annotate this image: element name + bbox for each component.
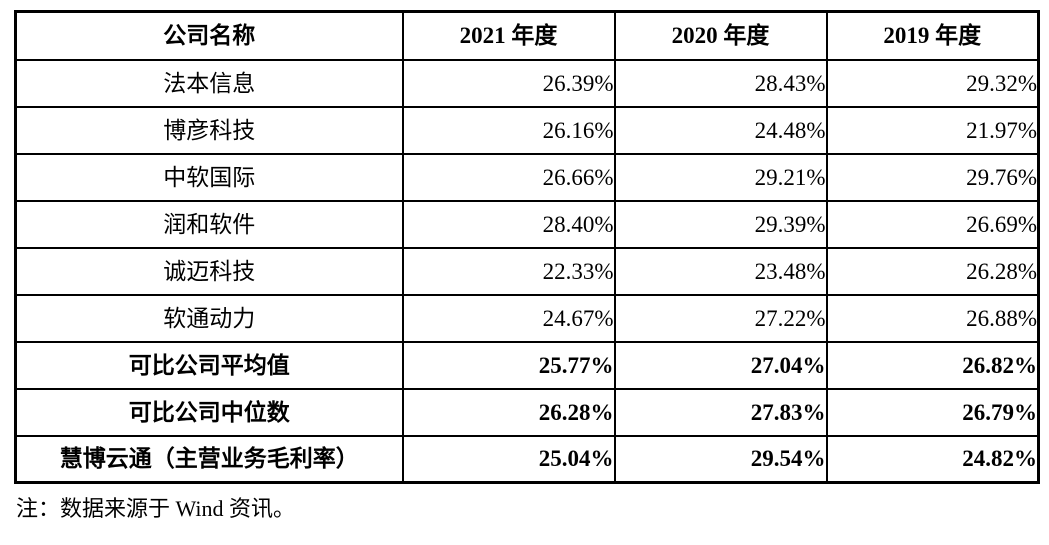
value-cell-y2019: 26.79% [825, 387, 1040, 437]
value-cell-y2019: 26.28% [825, 246, 1040, 296]
value-cell-y2020: 29.54% [613, 434, 828, 484]
company-name-cell: 润和软件 [14, 199, 404, 249]
value-cell-y2020: 29.39% [613, 199, 828, 249]
table-row: 可比公司平均值 25.77% 27.04% 26.82% [14, 340, 1040, 390]
value-cell-y2019: 24.82% [825, 434, 1040, 484]
value-cell-y2021: 25.77% [401, 340, 616, 390]
company-name-cell: 可比公司平均值 [14, 340, 404, 390]
company-name-cell: 软通动力 [14, 293, 404, 343]
gross-margin-comparison-table: 公司名称 2021 年度 2020 年度 2019 年度 法本信息 26.39% 28.4… [14, 10, 1040, 484]
company-name-cell: 法本信息 [14, 58, 404, 108]
value-cell-y2021: 26.39% [401, 58, 616, 108]
table-row: 慧博云通（主营业务毛利率） 25.04% 29.54% 24.82% [14, 434, 1040, 484]
value-cell-y2020: 27.04% [613, 340, 828, 390]
column-header-company: 公司名称 [14, 10, 404, 61]
column-header-y2020: 2020 年度 [613, 10, 828, 61]
value-cell-y2020: 28.43% [613, 58, 828, 108]
table-body: 法本信息 26.39% 28.43% 29.32% 博彦科技 26.16% 24.48% 21… [14, 58, 1040, 484]
value-cell-y2020: 27.22% [613, 293, 828, 343]
table-row: 润和软件 28.40% 29.39% 26.69% [14, 199, 1040, 249]
company-name-cell: 慧博云通（主营业务毛利率） [14, 434, 404, 484]
table-row: 软通动力 24.67% 27.22% 26.88% [14, 293, 1040, 343]
value-cell-y2021: 22.33% [401, 246, 616, 296]
company-name-cell: 诚迈科技 [14, 246, 404, 296]
value-cell-y2021: 26.28% [401, 387, 616, 437]
value-cell-y2019: 21.97% [825, 105, 1040, 155]
table-row: 中软国际 26.66% 29.21% 29.76% [14, 152, 1040, 202]
value-cell-y2019: 26.88% [825, 293, 1040, 343]
header-row: 公司名称 2021 年度 2020 年度 2019 年度 [14, 10, 1040, 61]
table-row: 诚迈科技 22.33% 23.48% 26.28% [14, 246, 1040, 296]
value-cell-y2020: 24.48% [613, 105, 828, 155]
table-row: 博彦科技 26.16% 24.48% 21.97% [14, 105, 1040, 155]
value-cell-y2020: 27.83% [613, 387, 828, 437]
value-cell-y2021: 26.66% [401, 152, 616, 202]
column-header-y2019: 2019 年度 [825, 10, 1040, 61]
company-name-cell: 中软国际 [14, 152, 404, 202]
value-cell-y2019: 29.76% [825, 152, 1040, 202]
value-cell-y2019: 29.32% [825, 58, 1040, 108]
value-cell-y2020: 29.21% [613, 152, 828, 202]
value-cell-y2021: 28.40% [401, 199, 616, 249]
source-note: 注：数据来源于 Wind 资讯。 [16, 496, 295, 521]
value-cell-y2021: 24.67% [401, 293, 616, 343]
table-row: 可比公司中位数 26.28% 27.83% 26.79% [14, 387, 1040, 437]
value-cell-y2021: 26.16% [401, 105, 616, 155]
value-cell-y2021: 25.04% [401, 434, 616, 484]
table-row: 法本信息 26.39% 28.43% 29.32% [14, 58, 1040, 108]
company-name-cell: 可比公司中位数 [14, 387, 404, 437]
document-page: 公司名称 2021 年度 2020 年度 2019 年度 法本信息 26.39% 28.4… [14, 10, 1040, 523]
value-cell-y2019: 26.82% [825, 340, 1040, 390]
company-name-cell: 博彦科技 [14, 105, 404, 155]
value-cell-y2019: 26.69% [825, 199, 1040, 249]
value-cell-y2020: 23.48% [613, 246, 828, 296]
column-header-y2021: 2021 年度 [401, 10, 616, 61]
